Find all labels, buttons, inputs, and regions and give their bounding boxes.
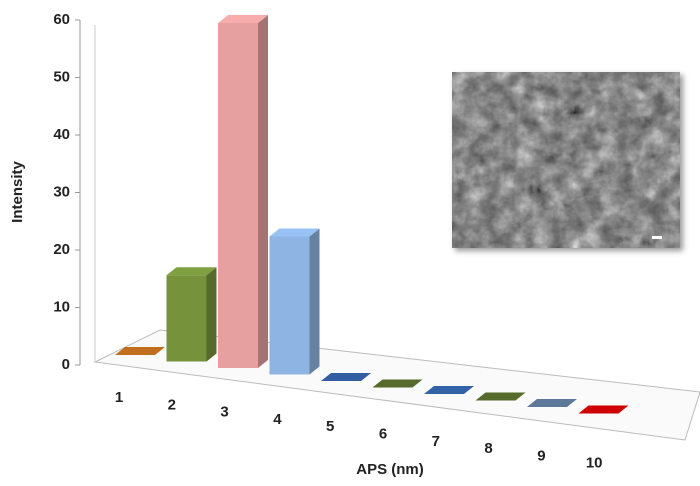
bar-top [321, 373, 371, 381]
x-tick-label: 6 [379, 425, 387, 442]
bar-top [218, 15, 268, 23]
y-tick-label: 60 [53, 11, 70, 28]
y-tick-label: 0 [62, 356, 70, 373]
bar-top [527, 399, 577, 407]
sem-inset [452, 72, 680, 248]
bar [269, 236, 310, 375]
scale-bar [652, 236, 662, 239]
x-tick-label: 1 [115, 389, 123, 406]
bar [166, 275, 207, 362]
y-tick-label: 10 [53, 298, 70, 315]
bar-top [115, 347, 165, 355]
bar-top [578, 405, 629, 414]
x-tick-label: 8 [484, 440, 492, 457]
x-axis-label: APS (nm) [356, 461, 424, 478]
bar-top [424, 386, 474, 394]
x-tick-label: 9 [537, 447, 545, 464]
bar-side [258, 15, 268, 368]
y-tick-label: 30 [53, 183, 70, 200]
y-tick-label: 20 [53, 241, 70, 258]
bar-top [475, 392, 526, 401]
bar-top [166, 267, 217, 276]
x-tick-label: 7 [432, 433, 440, 450]
x-tick-label: 4 [273, 411, 282, 428]
bar [218, 23, 258, 368]
x-tick-label: 10 [586, 455, 603, 472]
y-axis-label: Intensity [9, 161, 26, 223]
x-tick-label: 3 [220, 404, 228, 421]
bar-top [269, 228, 320, 237]
x-tick-label: 5 [326, 418, 334, 435]
bar-top [372, 379, 423, 388]
y-tick-label: 40 [53, 126, 70, 143]
sem-image [452, 72, 680, 248]
x-tick-label: 2 [168, 396, 176, 413]
y-tick-label: 50 [53, 68, 70, 85]
bar-side [206, 267, 217, 362]
bar-side [309, 228, 320, 375]
